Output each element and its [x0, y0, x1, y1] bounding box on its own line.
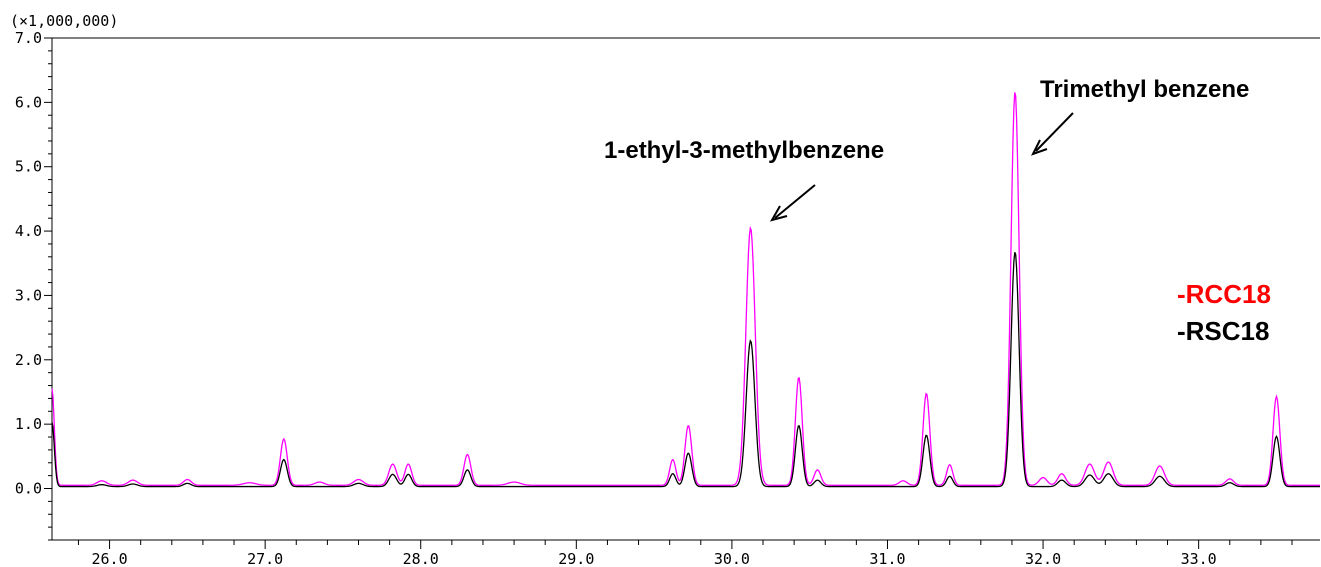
- annotation-ethylmethylbenzene: 1-ethyl-3-methylbenzene: [604, 137, 884, 164]
- y-tick-label: 0.0: [15, 480, 42, 498]
- legend-rcc18: -RCC18: [1177, 279, 1271, 309]
- x-tick-label: 30.0: [714, 550, 750, 567]
- arrowhead-trimethylbenzene: [1030, 139, 1048, 156]
- y-tick-label: 2.0: [15, 351, 42, 369]
- x-tick-label: 32.0: [1025, 550, 1061, 567]
- plot-frame: [51, 37, 1320, 541]
- series-line-rcc18: [51, 92, 1320, 486]
- y-tick-label: 6.0: [15, 93, 42, 111]
- y-tick-label: 7.0: [15, 29, 42, 47]
- x-tick-label: 31.0: [869, 550, 905, 567]
- x-tick-label: 27.0: [247, 550, 283, 567]
- x-tick-label: 33.0: [1181, 550, 1217, 567]
- x-tick-label: 29.0: [558, 550, 594, 567]
- y-axis-ticks: 0.0 1.0 2.0 3.0 4.0 5.0 6.0 7.0: [15, 29, 52, 541]
- arrowhead-ethylmethylbenzene: [769, 205, 788, 222]
- x-tick-label: 26.0: [92, 550, 128, 567]
- y-tick-label: 5.0: [15, 158, 42, 176]
- annotation-trimethylbenzene: Trimethyl benzene: [1040, 76, 1249, 103]
- y-multiplier-label: (×1,000,000): [10, 12, 118, 30]
- x-tick-label: 28.0: [403, 550, 439, 567]
- y-tick-label: 4.0: [15, 222, 42, 240]
- series-line-rsc18: [51, 252, 1320, 488]
- arrow-trimethylbenzene: [1035, 112, 1074, 152]
- y-tick-label: 1.0: [15, 415, 42, 433]
- arrow-ethylmethylbenzene: [774, 184, 816, 219]
- series-layer: [51, 92, 1320, 488]
- x-axis-ticks: 26.0 27.0 28.0 29.0 30.0 31.0 32.0 33.0: [77, 540, 1293, 567]
- legend-rsc18: -RSC18: [1177, 316, 1269, 346]
- y-tick-label: 3.0: [15, 286, 42, 304]
